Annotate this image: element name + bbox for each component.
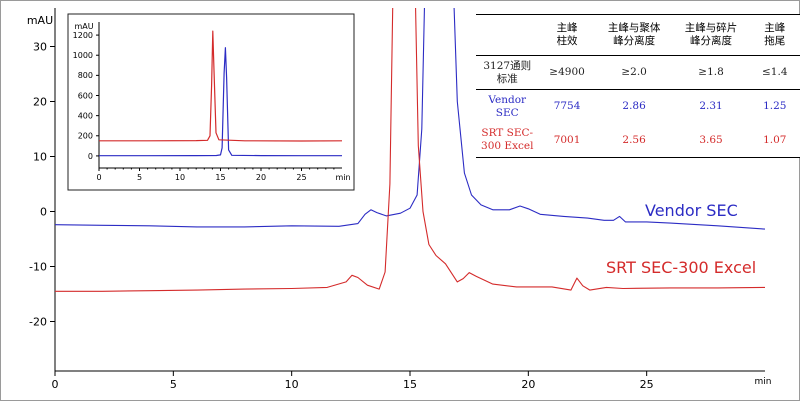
inset-y-unit-label: mAU [74, 22, 93, 31]
inset-y-tick-label: 200 [78, 132, 93, 141]
main-x-tick-label: 15 [403, 378, 417, 391]
header-line: 峰分离度 [690, 35, 733, 47]
table-header-blank [476, 14, 539, 56]
table-cell: ≥1.8 [672, 55, 750, 90]
row-label: Vendor SEC [476, 90, 538, 124]
header-line: 柱效 [556, 35, 578, 47]
main-y-tick-label: 10 [33, 150, 47, 163]
main-x-tick-label: 25 [640, 378, 654, 391]
spec-table: 主峰 柱效 主峰与聚体 峰分离度 主峰与碎片 峰分离度 主峰 拖尾 3127通则 标准 ≥… [476, 14, 800, 158]
table-header: 主峰与碎片 峰分离度 [672, 14, 750, 56]
inset-y-tick-label: 600 [78, 91, 93, 100]
inset-x-tick-label: 10 [175, 173, 185, 182]
row-label-line: 3127通则 [483, 59, 532, 72]
annotation-srt-sec-300-excel: SRT SEC-300 Excel [606, 258, 756, 277]
table-row: SRT SEC- 300 Excel 7001 2.56 3.65 1.07 [476, 124, 800, 158]
main-y-tick-label: 30 [33, 40, 47, 53]
main-x-unit-label: min [755, 377, 772, 387]
main-x-tick-label: 20 [521, 378, 535, 391]
table-header: 主峰与聚体 峰分离度 [595, 14, 673, 56]
inset-x-tick-label: 0 [96, 173, 101, 182]
table-row: 3127通则 标准 ≥4900 ≥2.0 ≥1.8 ≤1.4 [476, 55, 800, 90]
annotation-vendor-sec: Vendor SEC [645, 201, 738, 220]
table-cell: 2.86 [622, 100, 646, 113]
main-series-vendor-sec-line [55, 8, 765, 230]
table-header: 主峰 柱效 [538, 14, 596, 56]
inset-y-tick-label: 0 [88, 152, 93, 161]
main-x-tick-label: 5 [170, 378, 177, 391]
table-cell: ≥4900 [538, 55, 596, 90]
inset-series-srt-sec-300-excel-line [99, 30, 342, 142]
inset-y-tick-label: 1000 [73, 51, 93, 60]
header-line: 主峰与碎片 [684, 22, 738, 34]
inset-x-tick-label: 15 [215, 173, 225, 182]
row-label-line: SRT SEC- [481, 127, 534, 140]
header-line: 峰分离度 [613, 35, 656, 47]
row-label-line: 标准 [496, 72, 518, 85]
inset-y-tick-label: 400 [78, 112, 93, 121]
row-label-line: Vendor [488, 93, 527, 106]
table-header-row: 主峰 柱效 主峰与聚体 峰分离度 主峰与碎片 峰分离度 主峰 拖尾 [476, 14, 800, 56]
main-x-tick-label: 0 [52, 378, 59, 391]
table-cell: 3.65 [699, 133, 723, 146]
inset-series-vendor-sec-line [99, 47, 342, 157]
header-line: 主峰 [764, 22, 786, 34]
table-cell: ≤1.4 [749, 55, 800, 90]
main-y-tick-label: 20 [33, 95, 47, 108]
table-cell: 7754 [553, 100, 581, 113]
inset-chart: mAU min 0 5 10 15 20 25 1200 1000 800 600 400 200 0 [67, 13, 355, 191]
header-line: 拖尾 [764, 35, 786, 47]
row-label-line: 300 Excel [481, 140, 534, 153]
main-series-srt-sec-300-excel-line [55, 8, 765, 292]
table-cell: 1.07 [763, 133, 787, 146]
main-y-tick-label: 0 [40, 205, 47, 218]
table-cell: 1.25 [763, 100, 787, 113]
table-cell: 2.56 [622, 133, 646, 146]
row-label: SRT SEC- 300 Excel [476, 124, 538, 158]
main-y-tick-label: -10 [29, 260, 47, 273]
table-header: 主峰 拖尾 [749, 14, 800, 56]
inset-y-tick-label: 800 [78, 71, 93, 80]
row-label-line: SEC [495, 106, 519, 119]
inset-x-tick-label: 5 [137, 173, 142, 182]
table-row: Vendor SEC 7754 2.86 2.31 1.25 [476, 90, 800, 124]
table-cell: 2.31 [699, 100, 723, 113]
header-line: 主峰与聚体 [607, 22, 661, 34]
main-y-tick-label: -20 [29, 315, 47, 328]
table-cell: 7001 [553, 133, 581, 146]
inset-y-tick-label: 1200 [73, 31, 93, 40]
inset-x-unit-label: min [335, 173, 350, 182]
header-line: 主峰 [556, 22, 578, 34]
main-y-unit-label: mAU [27, 14, 53, 27]
main-x-tick-label: 10 [285, 378, 299, 391]
inset-x-tick-label: 25 [296, 173, 306, 182]
row-label: 3127通则 标准 [476, 55, 539, 90]
inset-x-tick-label: 20 [256, 173, 266, 182]
table-cell: ≥2.0 [595, 55, 673, 90]
